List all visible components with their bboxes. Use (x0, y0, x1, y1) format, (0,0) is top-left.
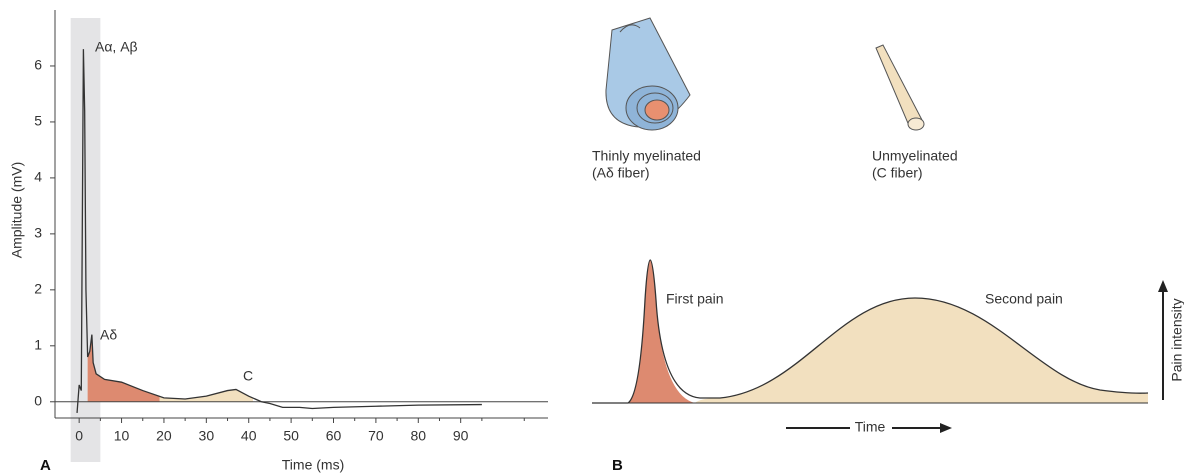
y-tick-label: 2 (34, 281, 42, 297)
figure: Thinly myelinated (Aδ fiber) Unmyelinate… (0, 0, 1184, 476)
y-tick-label: 1 (34, 337, 42, 353)
x-tick-label: 30 (199, 428, 215, 444)
annotation: C (243, 368, 253, 384)
y-axis-label: Pain intensity (1169, 298, 1184, 381)
x-axis-label: Time (855, 419, 886, 435)
panel-letter: B (612, 457, 623, 474)
y-tick-label: 3 (34, 225, 42, 241)
pain-curves (592, 260, 1148, 403)
x-tick-label: 90 (453, 428, 469, 444)
y-tick-label: 5 (34, 113, 42, 129)
fiber-label: (C fiber) (872, 165, 923, 181)
x-axis-label: Time (ms) (282, 457, 344, 473)
y-axis-label: Amplitude (mV) (9, 162, 25, 258)
fiber-label: (Aδ fiber) (592, 165, 650, 181)
fiber-label: Unmyelinated (872, 148, 958, 164)
x-tick-label: 70 (368, 428, 384, 444)
y-tick-label: 4 (34, 169, 42, 185)
annotation: Aδ (100, 327, 117, 343)
x-tick-label: 20 (156, 428, 172, 444)
myelinated-fiber (606, 18, 690, 130)
x-tick-label: 0 (75, 428, 83, 444)
x-tick-label: 10 (114, 428, 130, 444)
y-tick-label: 0 (34, 392, 42, 408)
unmyelinated-fiber (876, 45, 924, 130)
x-tick-label: 80 (410, 428, 426, 444)
fiber-label: Thinly myelinated (592, 148, 701, 164)
y-tick-label: 6 (34, 57, 42, 73)
figure-svg: Thinly myelinated (Aδ fiber) Unmyelinate… (0, 0, 1184, 476)
x-tick-label: 60 (326, 428, 342, 444)
annotation: Aα, Aβ (95, 39, 138, 55)
panel-letter: A (40, 457, 51, 474)
curve-label: Second pain (985, 291, 1063, 307)
x-tick-label: 50 (283, 428, 299, 444)
curve-label: First pain (666, 291, 724, 307)
x-tick-label: 40 (241, 428, 257, 444)
data-line (77, 49, 482, 413)
